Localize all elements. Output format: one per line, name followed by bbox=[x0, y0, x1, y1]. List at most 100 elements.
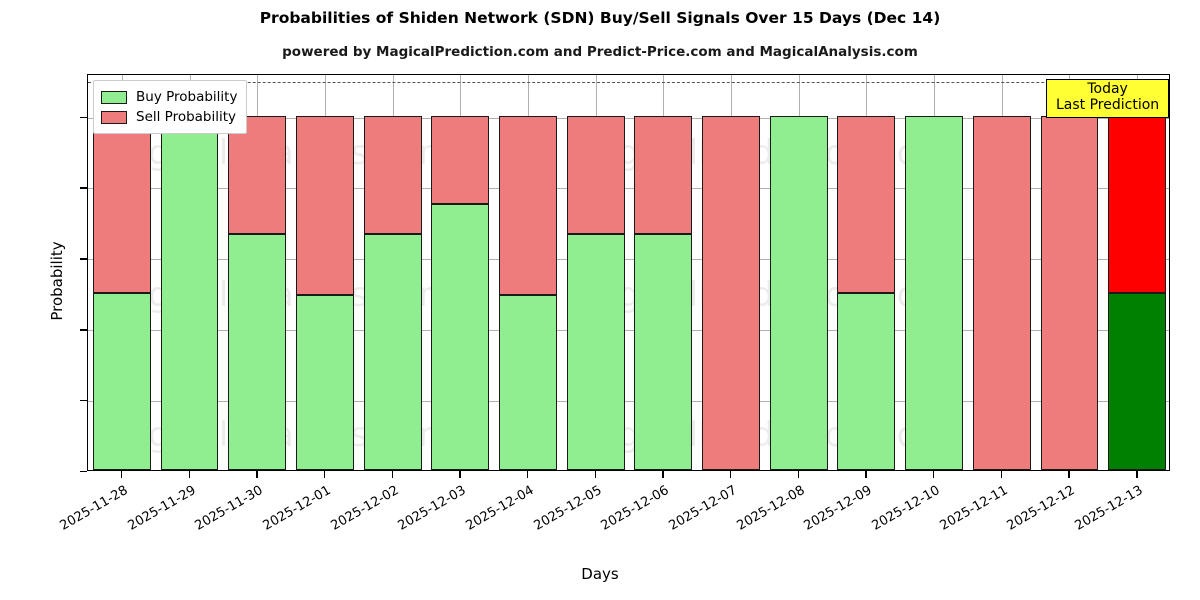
legend-label: Sell Probability bbox=[136, 109, 237, 125]
y-tick-mark bbox=[80, 329, 87, 331]
x-axis: 2025-11-28 2025-11-29 2025-11-30 2025-12-01… bbox=[0, 471, 1200, 600]
bar-segment-sell[interactable] bbox=[972, 115, 1031, 470]
reference-line bbox=[88, 82, 1169, 84]
chart-title: Probabilities of Shiden Network (SDN) Bu… bbox=[259, 9, 941, 27]
bar-segment-buy[interactable] bbox=[92, 292, 151, 470]
bar-group[interactable] bbox=[566, 75, 625, 470]
bar-group[interactable] bbox=[1040, 75, 1099, 470]
bar-segment-buy[interactable] bbox=[431, 204, 490, 470]
bar-segment-buy[interactable] bbox=[566, 233, 625, 470]
chart-subtitle: powered by MagicalPrediction.com and Pre… bbox=[282, 44, 918, 60]
bar-segment-buy[interactable] bbox=[295, 294, 354, 470]
x-tick-label: 2025-12-07 bbox=[666, 483, 740, 534]
bar-segment-sell[interactable] bbox=[702, 115, 760, 470]
bar-segment-sell[interactable] bbox=[837, 115, 896, 293]
bar-segment-sell[interactable] bbox=[634, 115, 693, 234]
x-tick-mark bbox=[256, 471, 258, 478]
x-tick-mark bbox=[865, 471, 867, 478]
chart-legend: Buy Probability Sell Probability bbox=[93, 80, 248, 134]
today-annotation: Today Last Prediction bbox=[1046, 79, 1170, 119]
x-tick-mark bbox=[594, 471, 597, 478]
bar-group[interactable] bbox=[92, 75, 151, 470]
bar-segment-buy[interactable] bbox=[160, 115, 219, 470]
x-tick-label: 2025-11-28 bbox=[57, 483, 131, 534]
x-tick-mark bbox=[188, 471, 190, 478]
bar-segment-buy[interactable] bbox=[363, 233, 422, 470]
y-tick-mark bbox=[80, 187, 87, 189]
x-tick-mark bbox=[1068, 471, 1070, 478]
legend-item[interactable]: Sell Probability bbox=[101, 107, 237, 127]
bar-group[interactable] bbox=[837, 75, 896, 470]
bar-segment-sell[interactable] bbox=[228, 115, 287, 234]
bar-segment-sell[interactable] bbox=[431, 115, 490, 205]
bar-group[interactable] bbox=[972, 75, 1031, 470]
bar-segment-buy[interactable] bbox=[905, 115, 964, 470]
bar-group[interactable] bbox=[905, 75, 964, 470]
y-axis-label: Probability bbox=[48, 241, 66, 321]
x-tick-label: 2025-12-01 bbox=[260, 483, 334, 534]
x-tick-label: 2025-11-30 bbox=[192, 483, 266, 534]
bar-group[interactable] bbox=[363, 75, 422, 470]
x-tick-label: 2025-11-29 bbox=[125, 483, 199, 534]
x-tick-label: 2025-12-09 bbox=[801, 483, 875, 534]
bar-segment-buy[interactable] bbox=[837, 292, 896, 470]
x-axis-label: Days bbox=[581, 565, 619, 583]
x-tick-label: 2025-12-12 bbox=[1005, 483, 1078, 534]
y-tick-mark bbox=[80, 116, 87, 118]
bar-segment-sell[interactable] bbox=[1108, 115, 1167, 293]
x-tick-mark bbox=[120, 471, 123, 478]
x-tick-mark bbox=[391, 471, 393, 478]
bar-group[interactable] bbox=[702, 75, 760, 470]
bar-group[interactable] bbox=[160, 75, 219, 470]
x-tick-mark bbox=[933, 471, 935, 478]
x-tick-mark bbox=[662, 471, 664, 478]
bar-segment-sell[interactable] bbox=[566, 115, 625, 234]
x-tick-mark bbox=[797, 471, 800, 478]
bar-group[interactable] bbox=[769, 75, 828, 470]
x-tick-label: 2025-12-03 bbox=[395, 483, 469, 534]
x-tick-label: 2025-12-13 bbox=[1072, 483, 1146, 534]
x-tick-label: 2025-12-06 bbox=[598, 483, 672, 534]
bar-segment-sell[interactable] bbox=[1040, 115, 1099, 470]
y-tick-mark bbox=[80, 471, 87, 473]
bar-segment-buy[interactable] bbox=[634, 233, 693, 470]
x-tick-label: 2025-12-02 bbox=[328, 483, 402, 534]
bar-segment-sell[interactable] bbox=[363, 115, 422, 234]
bar-segment-sell[interactable] bbox=[295, 115, 354, 295]
legend-swatch-sell bbox=[101, 110, 127, 124]
bar-segment-buy[interactable] bbox=[1108, 292, 1167, 470]
today-annotation-line-2: Last Prediction bbox=[1056, 96, 1160, 113]
x-tick-mark bbox=[1000, 471, 1003, 478]
bar-segment-sell[interactable] bbox=[92, 115, 151, 293]
x-tick-label: 2025-12-10 bbox=[869, 483, 943, 534]
y-axis: 020406080100 bbox=[0, 0, 87, 600]
x-tick-label: 2025-12-05 bbox=[531, 483, 605, 534]
bar-segment-sell[interactable] bbox=[499, 115, 557, 295]
x-tick-mark bbox=[526, 471, 529, 478]
x-tick-label: 2025-12-04 bbox=[463, 483, 537, 534]
legend-swatch-buy bbox=[101, 90, 127, 104]
bar-group[interactable] bbox=[431, 75, 490, 470]
x-tick-label: 2025-12-08 bbox=[734, 483, 808, 534]
x-tick-mark bbox=[323, 471, 326, 478]
y-tick-mark bbox=[80, 400, 87, 402]
bar-group[interactable] bbox=[1108, 75, 1167, 470]
bars-layer bbox=[88, 75, 1169, 470]
y-tick-mark bbox=[80, 258, 87, 260]
bar-segment-buy[interactable] bbox=[228, 233, 287, 470]
legend-item[interactable]: Buy Probability bbox=[101, 87, 237, 107]
x-tick-mark bbox=[730, 471, 732, 478]
bar-group[interactable] bbox=[634, 75, 693, 470]
plot-area: MagicalAnalysis.comMagicalPrediction.com… bbox=[87, 74, 1170, 471]
bar-segment-buy[interactable] bbox=[499, 294, 557, 470]
today-annotation-line-1: Today bbox=[1087, 81, 1128, 97]
bar-group[interactable] bbox=[499, 75, 557, 470]
x-tick-mark bbox=[459, 471, 461, 478]
bar-segment-buy[interactable] bbox=[769, 115, 828, 470]
x-tick-label: 2025-12-11 bbox=[937, 483, 1011, 534]
x-tick-mark bbox=[1136, 471, 1138, 478]
bar-group[interactable] bbox=[228, 75, 287, 470]
bar-group[interactable] bbox=[295, 75, 354, 470]
legend-label: Buy Probability bbox=[136, 89, 238, 105]
